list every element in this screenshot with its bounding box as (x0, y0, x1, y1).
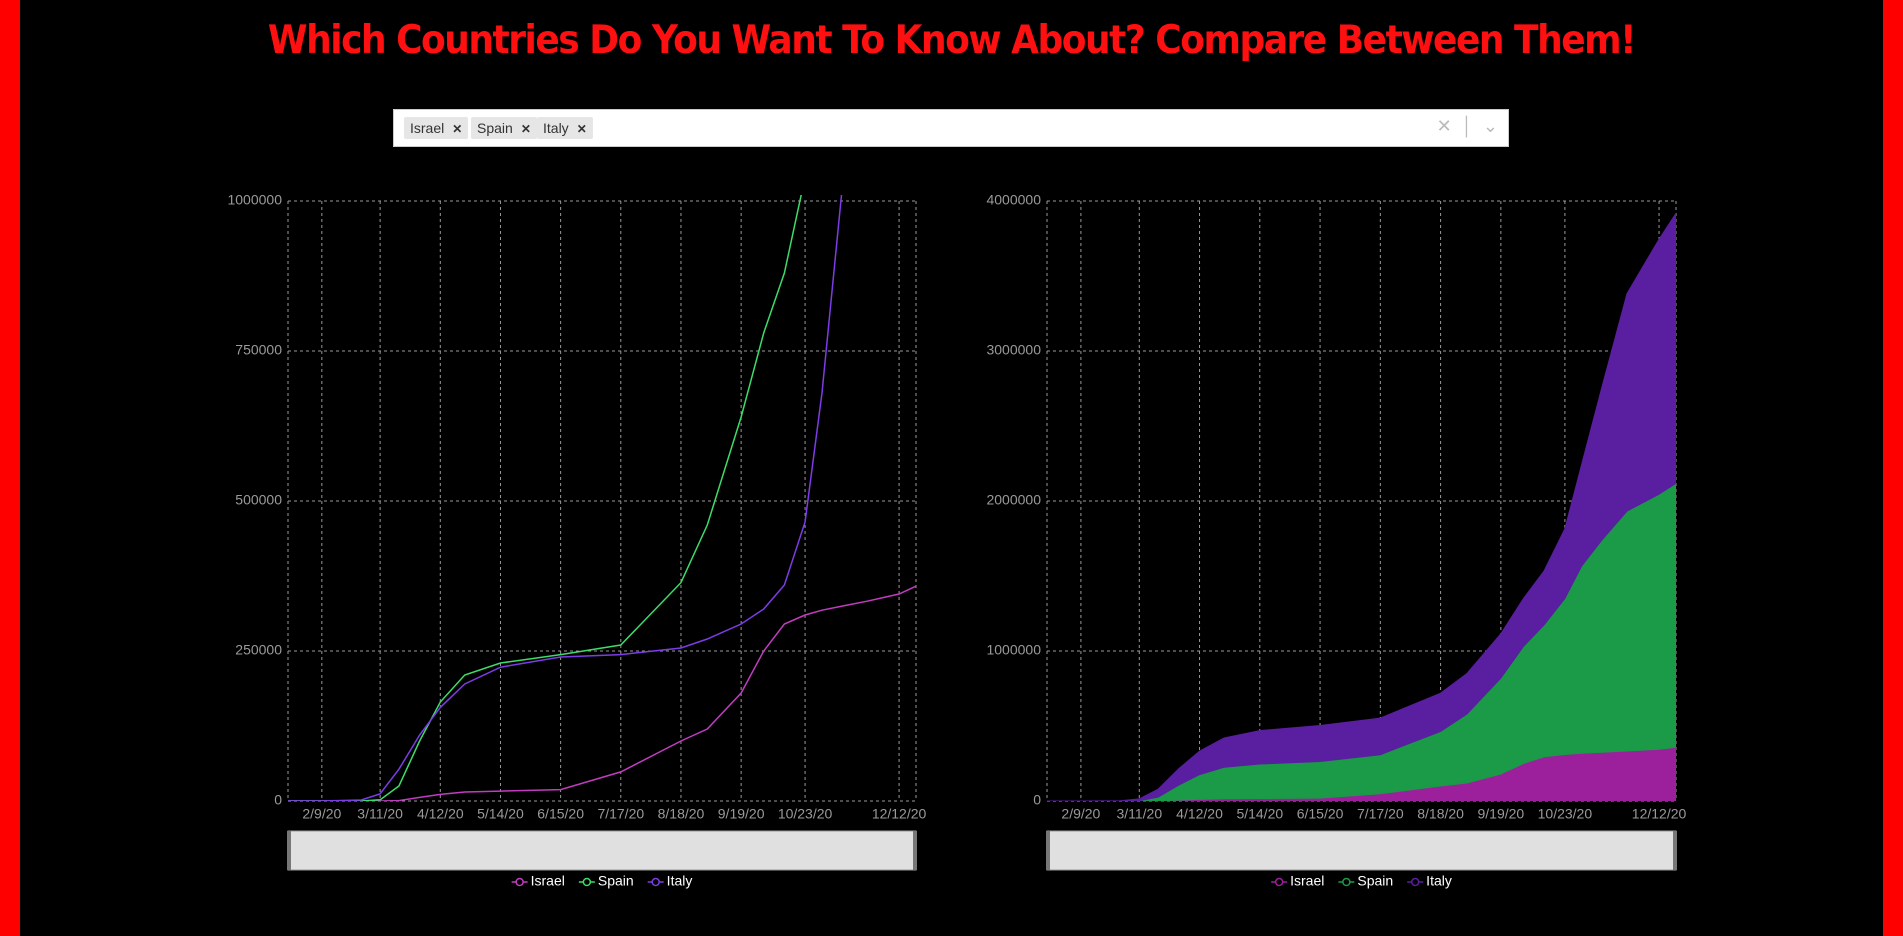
right-border (1883, 0, 1903, 936)
tag-label: Spain (477, 120, 513, 136)
legend-marker (1410, 877, 1420, 887)
page-title: Which Countries Do You Want To Know Abou… (267, 17, 1637, 64)
left-border (0, 0, 20, 936)
x-tick-label: 7/17/20 (1357, 806, 1404, 822)
range-slider[interactable] (287, 830, 917, 871)
tag-remove[interactable]: ✕ (452, 122, 463, 136)
area (1047, 212, 1676, 801)
x-tick-label: 4/12/20 (1176, 806, 1223, 822)
tag[interactable]: Spain ✕ (471, 117, 537, 139)
y-tick-label: 1000000 (227, 192, 282, 208)
legend: Israel Spain Italy (511, 873, 693, 889)
legend-marker (651, 877, 660, 887)
x-tick-label: 4/12/20 (417, 806, 464, 822)
y-tick-label: 2000000 (986, 492, 1041, 508)
plot-area (288, 195, 916, 801)
y-tick-label: 1000000 (986, 642, 1041, 658)
x-tick-label: 6/15/20 (1297, 806, 1344, 822)
x-tick-label: 8/18/20 (1417, 806, 1464, 822)
country-selector[interactable]: Israel ✕ Spain ✕ Italy ✕ ✕ │ ⌄ (393, 109, 1509, 147)
y-tick-label: 0 (274, 792, 282, 808)
x-tick-label: 2/9/20 (1061, 806, 1100, 822)
line (288, 585, 916, 801)
x-tick-label: 10/23/20 (778, 806, 833, 822)
legend-marker (1274, 877, 1284, 887)
legend-label: Italy (667, 873, 693, 889)
slider-handle[interactable] (913, 831, 917, 870)
x-tick-label: 3/11/20 (1116, 806, 1162, 822)
legend-label: Italy (1426, 873, 1452, 889)
slider-handle[interactable] (287, 831, 291, 870)
plot-area (1047, 212, 1676, 801)
legend-item[interactable]: Spain (578, 873, 634, 889)
x-tick-label: 10/23/20 (1538, 806, 1593, 822)
legend-marker (515, 877, 524, 887)
slider-handle[interactable] (1046, 831, 1050, 870)
legend-label: Spain (598, 873, 634, 889)
tag[interactable]: Italy ✕ (537, 117, 593, 139)
line (288, 195, 843, 801)
y-tick-label: 4000000 (986, 192, 1041, 208)
selector-controls[interactable]: ✕ │ ⌄ (1436, 116, 1498, 136)
legend-item[interactable]: Israel (1271, 873, 1324, 889)
legend-marker (1342, 877, 1351, 887)
legend-item[interactable]: Israel (511, 873, 565, 889)
slider-handle[interactable] (1673, 831, 1677, 870)
legend-label: Spain (1357, 873, 1393, 889)
x-tick-label: 7/17/20 (597, 806, 644, 822)
x-tick-label: 12/12/20 (872, 806, 927, 822)
legend-item[interactable]: Italy (1407, 873, 1452, 889)
tag-remove[interactable]: ✕ (576, 122, 587, 136)
tag-remove[interactable]: ✕ (520, 122, 531, 136)
x-tick-label: 2/9/20 (302, 806, 341, 822)
x-tick-label: 9/19/20 (718, 806, 765, 822)
legend-item[interactable]: Spain (1338, 873, 1393, 889)
legend-item[interactable]: Italy (647, 873, 693, 889)
legend: Israel Spain Italy (1271, 873, 1452, 889)
legend-label: Israel (1290, 873, 1324, 889)
y-tick-label: 500000 (235, 492, 282, 508)
y-tick-label: 750000 (235, 342, 282, 358)
legend-label: Israel (531, 873, 565, 889)
range-slider[interactable] (1046, 830, 1677, 871)
x-tick-label: 6/15/20 (537, 806, 584, 822)
x-tick-label: 9/19/20 (1477, 806, 1524, 822)
line (288, 195, 802, 801)
tag[interactable]: Israel ✕ (404, 117, 469, 139)
x-tick-label: 5/14/20 (477, 806, 524, 822)
y-tick-label: 3000000 (986, 342, 1041, 358)
x-tick-label: 5/14/20 (1236, 806, 1283, 822)
tag-label: Israel (410, 120, 445, 136)
legend-marker (582, 877, 592, 887)
tag-label: Italy (543, 120, 569, 136)
x-tick-label: 3/11/20 (357, 806, 403, 822)
y-tick-label: 250000 (235, 642, 282, 658)
y-tick-label: 0 (1033, 792, 1041, 808)
x-tick-label: 12/12/20 (1632, 806, 1687, 822)
x-tick-label: 8/18/20 (658, 806, 705, 822)
